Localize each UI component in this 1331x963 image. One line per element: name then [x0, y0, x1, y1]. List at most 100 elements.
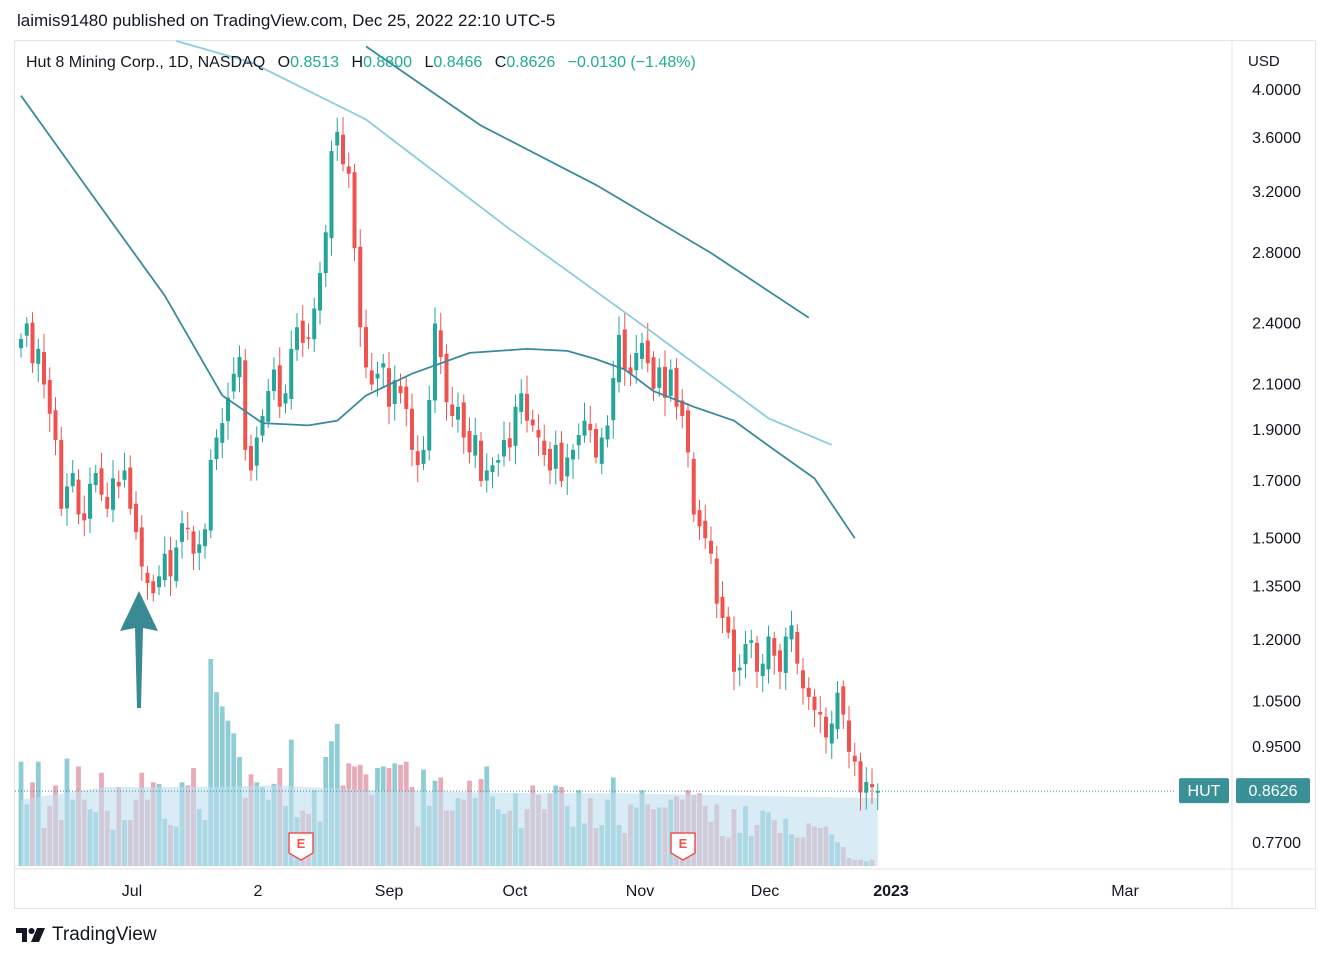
volume-ma-layer — [21, 785, 878, 866]
candle-body — [341, 134, 345, 165]
candle-body — [847, 720, 851, 752]
candle-body — [42, 352, 46, 385]
candle-body — [456, 406, 460, 420]
candle-body — [835, 692, 840, 730]
moving-average-line — [365, 45, 810, 319]
candle-body — [812, 696, 817, 711]
candle-body — [415, 451, 420, 466]
candle-body — [525, 393, 529, 421]
close-label: C — [494, 54, 507, 71]
candle-body — [565, 457, 570, 477]
candle-body — [162, 553, 167, 581]
candle-body — [19, 338, 23, 349]
candle-body — [387, 368, 391, 407]
candle-body — [519, 393, 524, 412]
candle-body — [168, 550, 173, 577]
symbol-label[interactable]: Hut 8 Mining Corp., 1D, NASDAQ — [26, 54, 266, 71]
candle-body — [289, 348, 294, 399]
volume-bar — [208, 659, 214, 866]
candle-body — [674, 367, 679, 407]
candle-body — [778, 650, 782, 672]
candle-body — [818, 712, 823, 715]
candle-body — [789, 625, 794, 640]
candle-body — [760, 663, 765, 676]
candle-body — [99, 468, 104, 495]
volume-ma-area — [21, 785, 878, 866]
candle-body — [335, 131, 340, 146]
candle-body — [548, 449, 552, 471]
candle-body — [220, 423, 225, 443]
candle-body — [36, 348, 41, 364]
candle-body — [858, 761, 863, 793]
candle-body — [571, 449, 575, 460]
volume-bar — [214, 692, 219, 866]
tradingview-logo-icon — [16, 928, 45, 942]
moving-averages-layer — [20, 40, 856, 539]
candle-body — [686, 410, 690, 453]
price-tick-label: 0.7700 — [1252, 835, 1301, 852]
candle-body — [260, 416, 265, 436]
candle-body — [145, 572, 150, 584]
candle-body — [732, 629, 736, 672]
candle-body — [295, 327, 299, 350]
candle-body — [795, 631, 800, 664]
candle-body — [180, 523, 184, 542]
candle-body — [680, 400, 685, 417]
candle-body — [450, 404, 455, 417]
candle-body — [438, 330, 443, 358]
chart-frame — [14, 40, 1316, 909]
candle-body — [576, 435, 581, 446]
candle-body — [864, 781, 869, 793]
price-tick-label: 1.5000 — [1252, 530, 1301, 547]
candle-body — [628, 367, 633, 374]
candle-body — [749, 640, 754, 643]
currency-label: USD — [1248, 53, 1280, 70]
candle-body — [76, 479, 81, 515]
candle-body — [444, 353, 449, 403]
candle-body — [306, 337, 311, 339]
footer-brand[interactable]: TradingView — [16, 924, 157, 946]
candle-body — [243, 360, 248, 450]
candle-body — [651, 357, 656, 389]
time-tick-label: Oct — [503, 883, 528, 900]
time-tick-label: 2023 — [873, 883, 909, 900]
time-tick-label: Sep — [375, 883, 404, 900]
earnings-marker-icon — [670, 832, 696, 861]
last-price-tag-label: 0.8626 — [1249, 783, 1298, 800]
candle-body — [151, 581, 156, 594]
moving-average-line — [176, 40, 833, 446]
candle-body — [398, 385, 403, 394]
candle-body — [588, 423, 593, 431]
ohlc-legend: Hut 8 Mining Corp., 1D, NASDAQ O0.8513 H… — [26, 54, 696, 72]
candle-body — [645, 340, 650, 364]
candle-body — [128, 467, 133, 509]
candle-body — [536, 429, 541, 438]
candle-body — [697, 510, 702, 527]
price-tick-label: 1.2000 — [1252, 632, 1301, 649]
candle-body — [691, 458, 696, 515]
candle-body — [375, 373, 380, 379]
candle-body — [553, 444, 558, 469]
candle-body — [582, 420, 587, 436]
candle-body — [870, 784, 874, 788]
last-price-line: HUT 0.8626 — [15, 778, 1310, 804]
high-value: 0.8800 — [363, 54, 412, 71]
price-tick-label: 3.6000 — [1252, 130, 1301, 147]
candle-body — [381, 363, 386, 368]
time-tick-label: Mar — [1111, 883, 1139, 900]
candle-body — [185, 527, 190, 530]
candle-body — [709, 540, 713, 554]
candle-body — [668, 369, 673, 396]
candle-body — [283, 393, 288, 404]
candle-body — [249, 446, 253, 471]
change-value: −0.0130 (−1.48%) — [567, 54, 696, 71]
time-tick-label: 2 — [254, 883, 263, 900]
candle-body — [70, 473, 75, 487]
candle-body — [197, 544, 202, 553]
time-axis: Jul 2 Sep Oct Nov Dec 2023 Mar — [15, 868, 1315, 900]
candle-body — [421, 449, 426, 464]
candle-body — [720, 596, 725, 618]
candle-body — [622, 329, 627, 370]
